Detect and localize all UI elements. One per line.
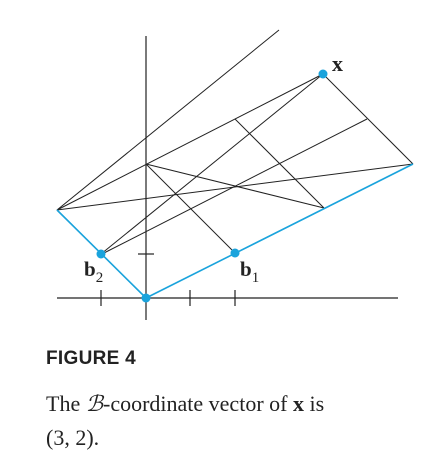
- x-label: x: [332, 51, 343, 76]
- origin-point: [141, 293, 151, 303]
- caption-text-part3: is: [303, 391, 325, 416]
- figure-caption-text: The ℬ-coordinate vector of x is (3, 2).: [46, 387, 396, 454]
- figure-caption-heading: FIGURE 4: [46, 348, 137, 369]
- x-point: [318, 69, 328, 79]
- b1-label: b1: [240, 257, 259, 286]
- caption-script-b: ℬ: [85, 392, 103, 417]
- b2-point: [96, 249, 106, 259]
- grid-line: [100, 73, 324, 255]
- grid-line: [56, 163, 414, 211]
- grid-line: [322, 73, 414, 165]
- caption-bold-x: x: [292, 391, 304, 416]
- b2-label-main: b: [84, 257, 96, 281]
- b1-edge: [145, 163, 414, 299]
- caption-text-part2: -coordinate vector of: [103, 391, 293, 416]
- figure-4-diagram: x b1 b2: [56, 29, 414, 320]
- caption-line2: (3, 2).: [46, 425, 100, 450]
- b2-label-sub: 2: [96, 270, 104, 286]
- b1-point: [230, 248, 240, 258]
- caption-text-part1: The: [46, 391, 86, 416]
- b1-label-main: b: [240, 257, 252, 281]
- grid-line: [101, 118, 368, 255]
- b1-label-sub: 1: [252, 270, 260, 286]
- basis-edges: [56, 163, 414, 299]
- grid-line: [56, 73, 324, 211]
- grid-line: [56, 29, 280, 211]
- b2-label: b2: [84, 257, 103, 286]
- coordinate-grid: [56, 29, 414, 299]
- grid-line: [145, 163, 325, 209]
